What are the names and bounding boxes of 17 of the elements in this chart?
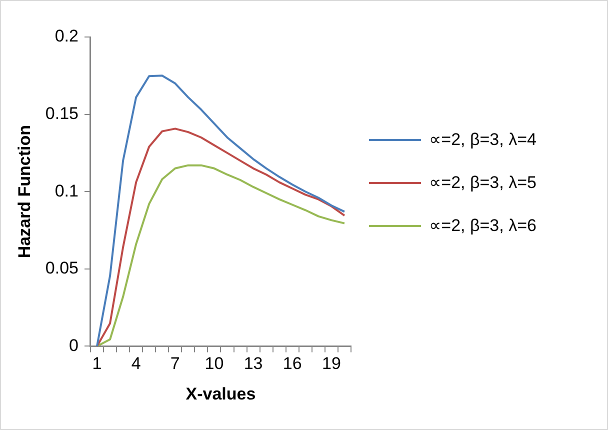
x-tick-label: 7 (170, 354, 180, 374)
x-tick-label: 10 (204, 354, 224, 374)
x-tick-label: 19 (322, 354, 341, 374)
x-tick-label: 4 (131, 354, 141, 374)
y-axis-title: Hazard Function (14, 125, 34, 258)
y-tick-label: 0.05 (45, 258, 78, 278)
x-tick-label: 13 (244, 354, 263, 374)
legend-label: ∝=2, β=3, λ=4 (429, 129, 538, 151)
x-tick-label: 16 (282, 354, 302, 374)
x-tick-label: 1 (92, 354, 102, 374)
x-axis-title: X-values (186, 384, 256, 404)
y-tick-label: 0.15 (45, 104, 78, 123)
y-tick-label: 0.2 (54, 26, 78, 46)
y-tick-label: 0.1 (54, 181, 78, 200)
legend-label: ∝=2, β=3, λ=6 (429, 215, 538, 237)
y-tick-label: 0 (69, 336, 78, 355)
legend-label: ∝=2, β=3, λ=5 (429, 172, 538, 194)
